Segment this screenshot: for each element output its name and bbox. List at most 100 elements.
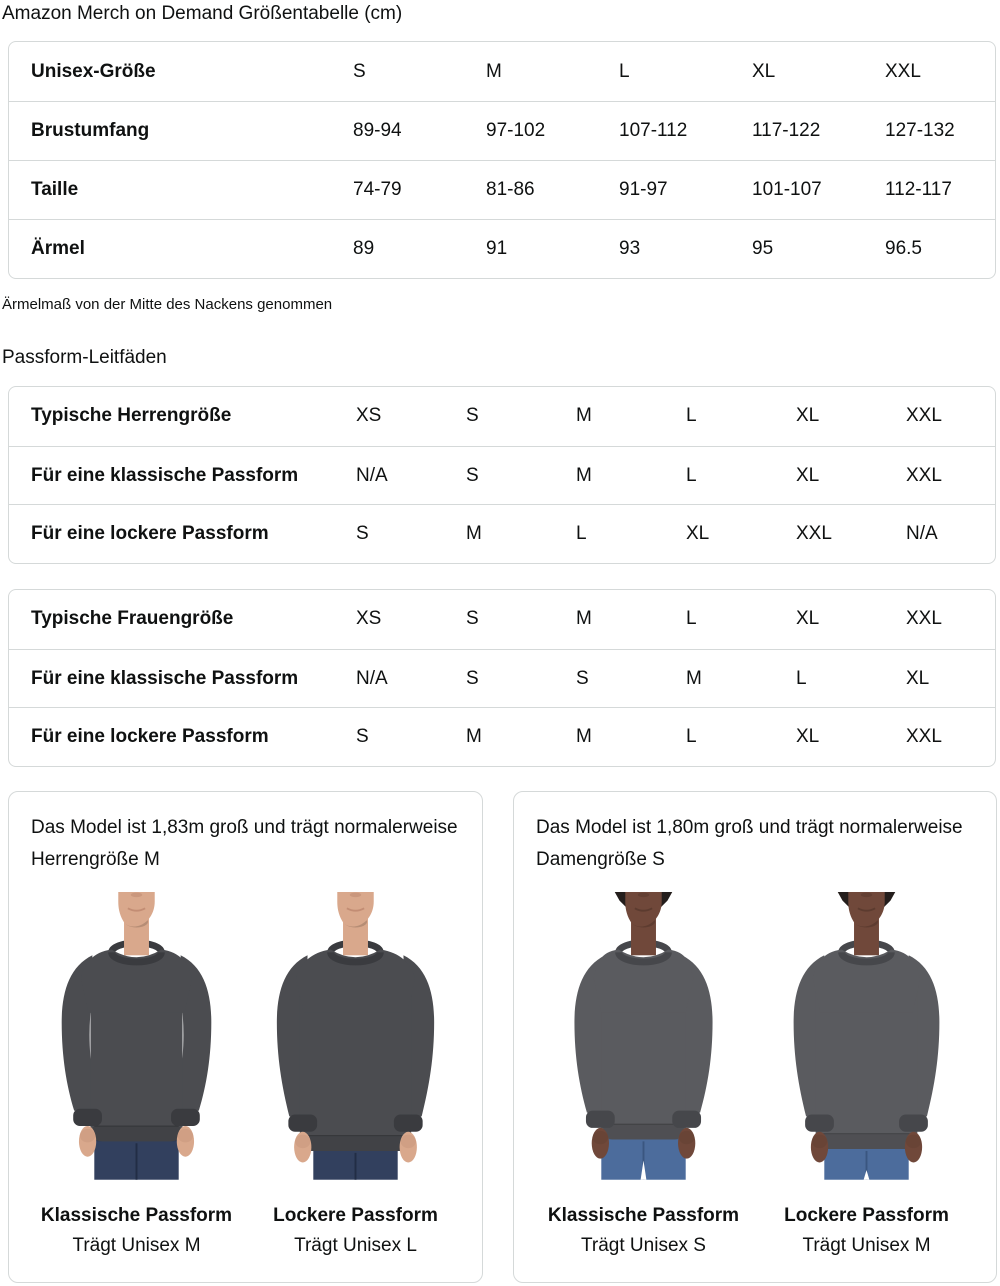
size-cell: XL	[796, 726, 820, 748]
fit-table-men: Typische Herrengröße XS S M L XL XXL Für…	[8, 386, 996, 565]
size-cell: 95	[752, 238, 774, 259]
size-cell: L	[686, 608, 697, 630]
size-cell: XXL	[906, 464, 942, 486]
size-cell: XL	[796, 608, 820, 630]
model-description: Das Model ist 1,80m groß und trägt norma…	[536, 817, 963, 871]
table-row: Typische Herrengröße XS S M L XL XXL	[9, 387, 995, 446]
fit-table-women: Typische Frauengröße XS S M L XL XXL Für…	[8, 589, 996, 768]
model-image-female-classic	[538, 892, 749, 1182]
model-figure: Lockere Passform Trägt Unisex M	[759, 892, 974, 1258]
model-image-female-loose	[761, 892, 972, 1182]
table-row: Unisex-Größe S M L XL XXL	[9, 42, 995, 101]
figures: Klassische Passform Trägt Unisex S Locke…	[536, 892, 974, 1258]
size-cell: S	[466, 464, 479, 486]
size-cell: S	[576, 667, 589, 689]
size-cell: 81-86	[486, 179, 535, 200]
size-cell: 93	[619, 238, 641, 259]
model-figure: Klassische Passform Trägt Unisex M	[31, 892, 242, 1258]
size-cell: M	[466, 726, 482, 748]
size-cell: 89	[353, 238, 375, 259]
table-row: Typische Frauengröße XS S M L XL XXL	[9, 590, 995, 649]
size-label: Trägt Unisex S	[581, 1235, 706, 1257]
size-cell: S	[356, 523, 369, 545]
size-cell: L	[576, 523, 587, 545]
row-label: Brustumfang	[31, 120, 150, 141]
size-cell: 101-107	[752, 179, 822, 200]
size-cell: M	[576, 405, 592, 427]
size-cell: M	[686, 667, 702, 689]
size-cell: XL	[686, 523, 710, 545]
size-cell: 96.5	[885, 238, 922, 259]
table-row: Für eine klassische Passform N/A S S M L…	[9, 648, 995, 708]
model-figure: Lockere Passform Trägt Unisex L	[250, 892, 461, 1258]
size-cell: XL	[796, 405, 820, 427]
page-title: Amazon Merch on Demand Größentabelle (cm…	[2, 3, 403, 24]
size-cell: L	[686, 726, 697, 748]
size-cell: XXL	[906, 726, 942, 748]
row-label: Unisex-Größe	[31, 60, 156, 82]
fit-label: Klassische Passform	[547, 1205, 740, 1227]
row-label: Für eine klassische Passform	[31, 667, 299, 689]
size-cell: 91	[486, 238, 508, 259]
size-cell: XS	[356, 405, 382, 427]
size-cell: XS	[356, 608, 382, 630]
model-figure: Klassische Passform Trägt Unisex S	[536, 892, 751, 1258]
size-cell: XXL	[885, 60, 921, 82]
table-row: Taille 74-79 81-86 91-97 101-107 112-117	[9, 160, 995, 219]
model-image-male-loose	[250, 892, 461, 1182]
model-cards-row: Das Model ist 1,83m groß und trägt norma…	[8, 791, 1000, 1284]
size-label: Trägt Unisex L	[294, 1235, 417, 1257]
size-cell: 117-122	[752, 120, 821, 141]
size-cell: L	[686, 464, 697, 486]
size-cell: L	[619, 60, 630, 82]
size-cell: L	[686, 405, 697, 427]
size-cell: S	[466, 608, 479, 630]
size-cell: XL	[906, 667, 930, 689]
size-cell: XL	[796, 464, 820, 486]
size-table: Unisex-Größe S M L XL XXL Brustumfang 89…	[8, 41, 996, 279]
size-cell: S	[353, 60, 366, 82]
model-image-male-classic	[31, 892, 242, 1182]
size-cell: XXL	[906, 405, 942, 427]
size-cell: XXL	[796, 523, 832, 545]
size-cell: M	[576, 464, 592, 486]
fit-label: Lockere Passform	[784, 1205, 949, 1227]
row-label: Typische Frauengröße	[31, 608, 234, 630]
fit-guides-heading: Passform-Leitfäden	[2, 347, 167, 368]
fit-label: Lockere Passform	[273, 1205, 438, 1227]
size-cell: M	[486, 60, 502, 82]
row-label: Taille	[31, 179, 79, 200]
model-description: Das Model ist 1,83m groß und trägt norma…	[31, 817, 458, 871]
table-row: Für eine lockere Passform S M M L XL XXL	[9, 707, 995, 766]
size-cell: S	[356, 726, 369, 748]
row-label: Für eine lockere Passform	[31, 523, 269, 545]
size-cell: M	[576, 726, 592, 748]
model-card-men: Das Model ist 1,83m groß und trägt norma…	[8, 791, 483, 1284]
size-cell: 112-117	[885, 179, 952, 200]
row-label: Für eine lockere Passform	[31, 726, 269, 748]
sleeve-footnote: Ärmelmaß von der Mitte des Nackens genom…	[2, 296, 333, 313]
size-label: Trägt Unisex M	[72, 1235, 201, 1257]
size-cell: 107-112	[619, 120, 688, 141]
size-cell: XXL	[906, 608, 942, 630]
size-cell: N/A	[356, 464, 388, 486]
fit-label: Klassische Passform	[40, 1205, 233, 1227]
size-cell: L	[796, 667, 807, 689]
size-cell: XL	[752, 60, 776, 82]
size-cell: S	[466, 667, 479, 689]
size-cell: 97-102	[486, 120, 546, 141]
table-row: Brustumfang 89-94 97-102 107-112 117-122…	[9, 101, 995, 160]
size-cell: 127-132	[885, 120, 955, 141]
size-label: Trägt Unisex M	[802, 1235, 931, 1257]
row-label: Typische Herrengröße	[31, 405, 232, 427]
size-cell: N/A	[356, 667, 388, 689]
table-row: Für eine lockere Passform S M L XL XXL N…	[9, 504, 995, 563]
table-row: Ärmel 89 91 93 95 96.5	[9, 219, 995, 278]
row-label: Ärmel	[31, 238, 85, 259]
model-card-women: Das Model ist 1,80m groß und trägt norma…	[513, 791, 997, 1284]
row-label: Für eine klassische Passform	[31, 464, 299, 486]
size-cell: 91-97	[619, 179, 668, 200]
size-cell: N/A	[906, 523, 938, 545]
size-cell: S	[466, 405, 479, 427]
figures: Klassische Passform Trägt Unisex M Locke…	[31, 892, 460, 1258]
